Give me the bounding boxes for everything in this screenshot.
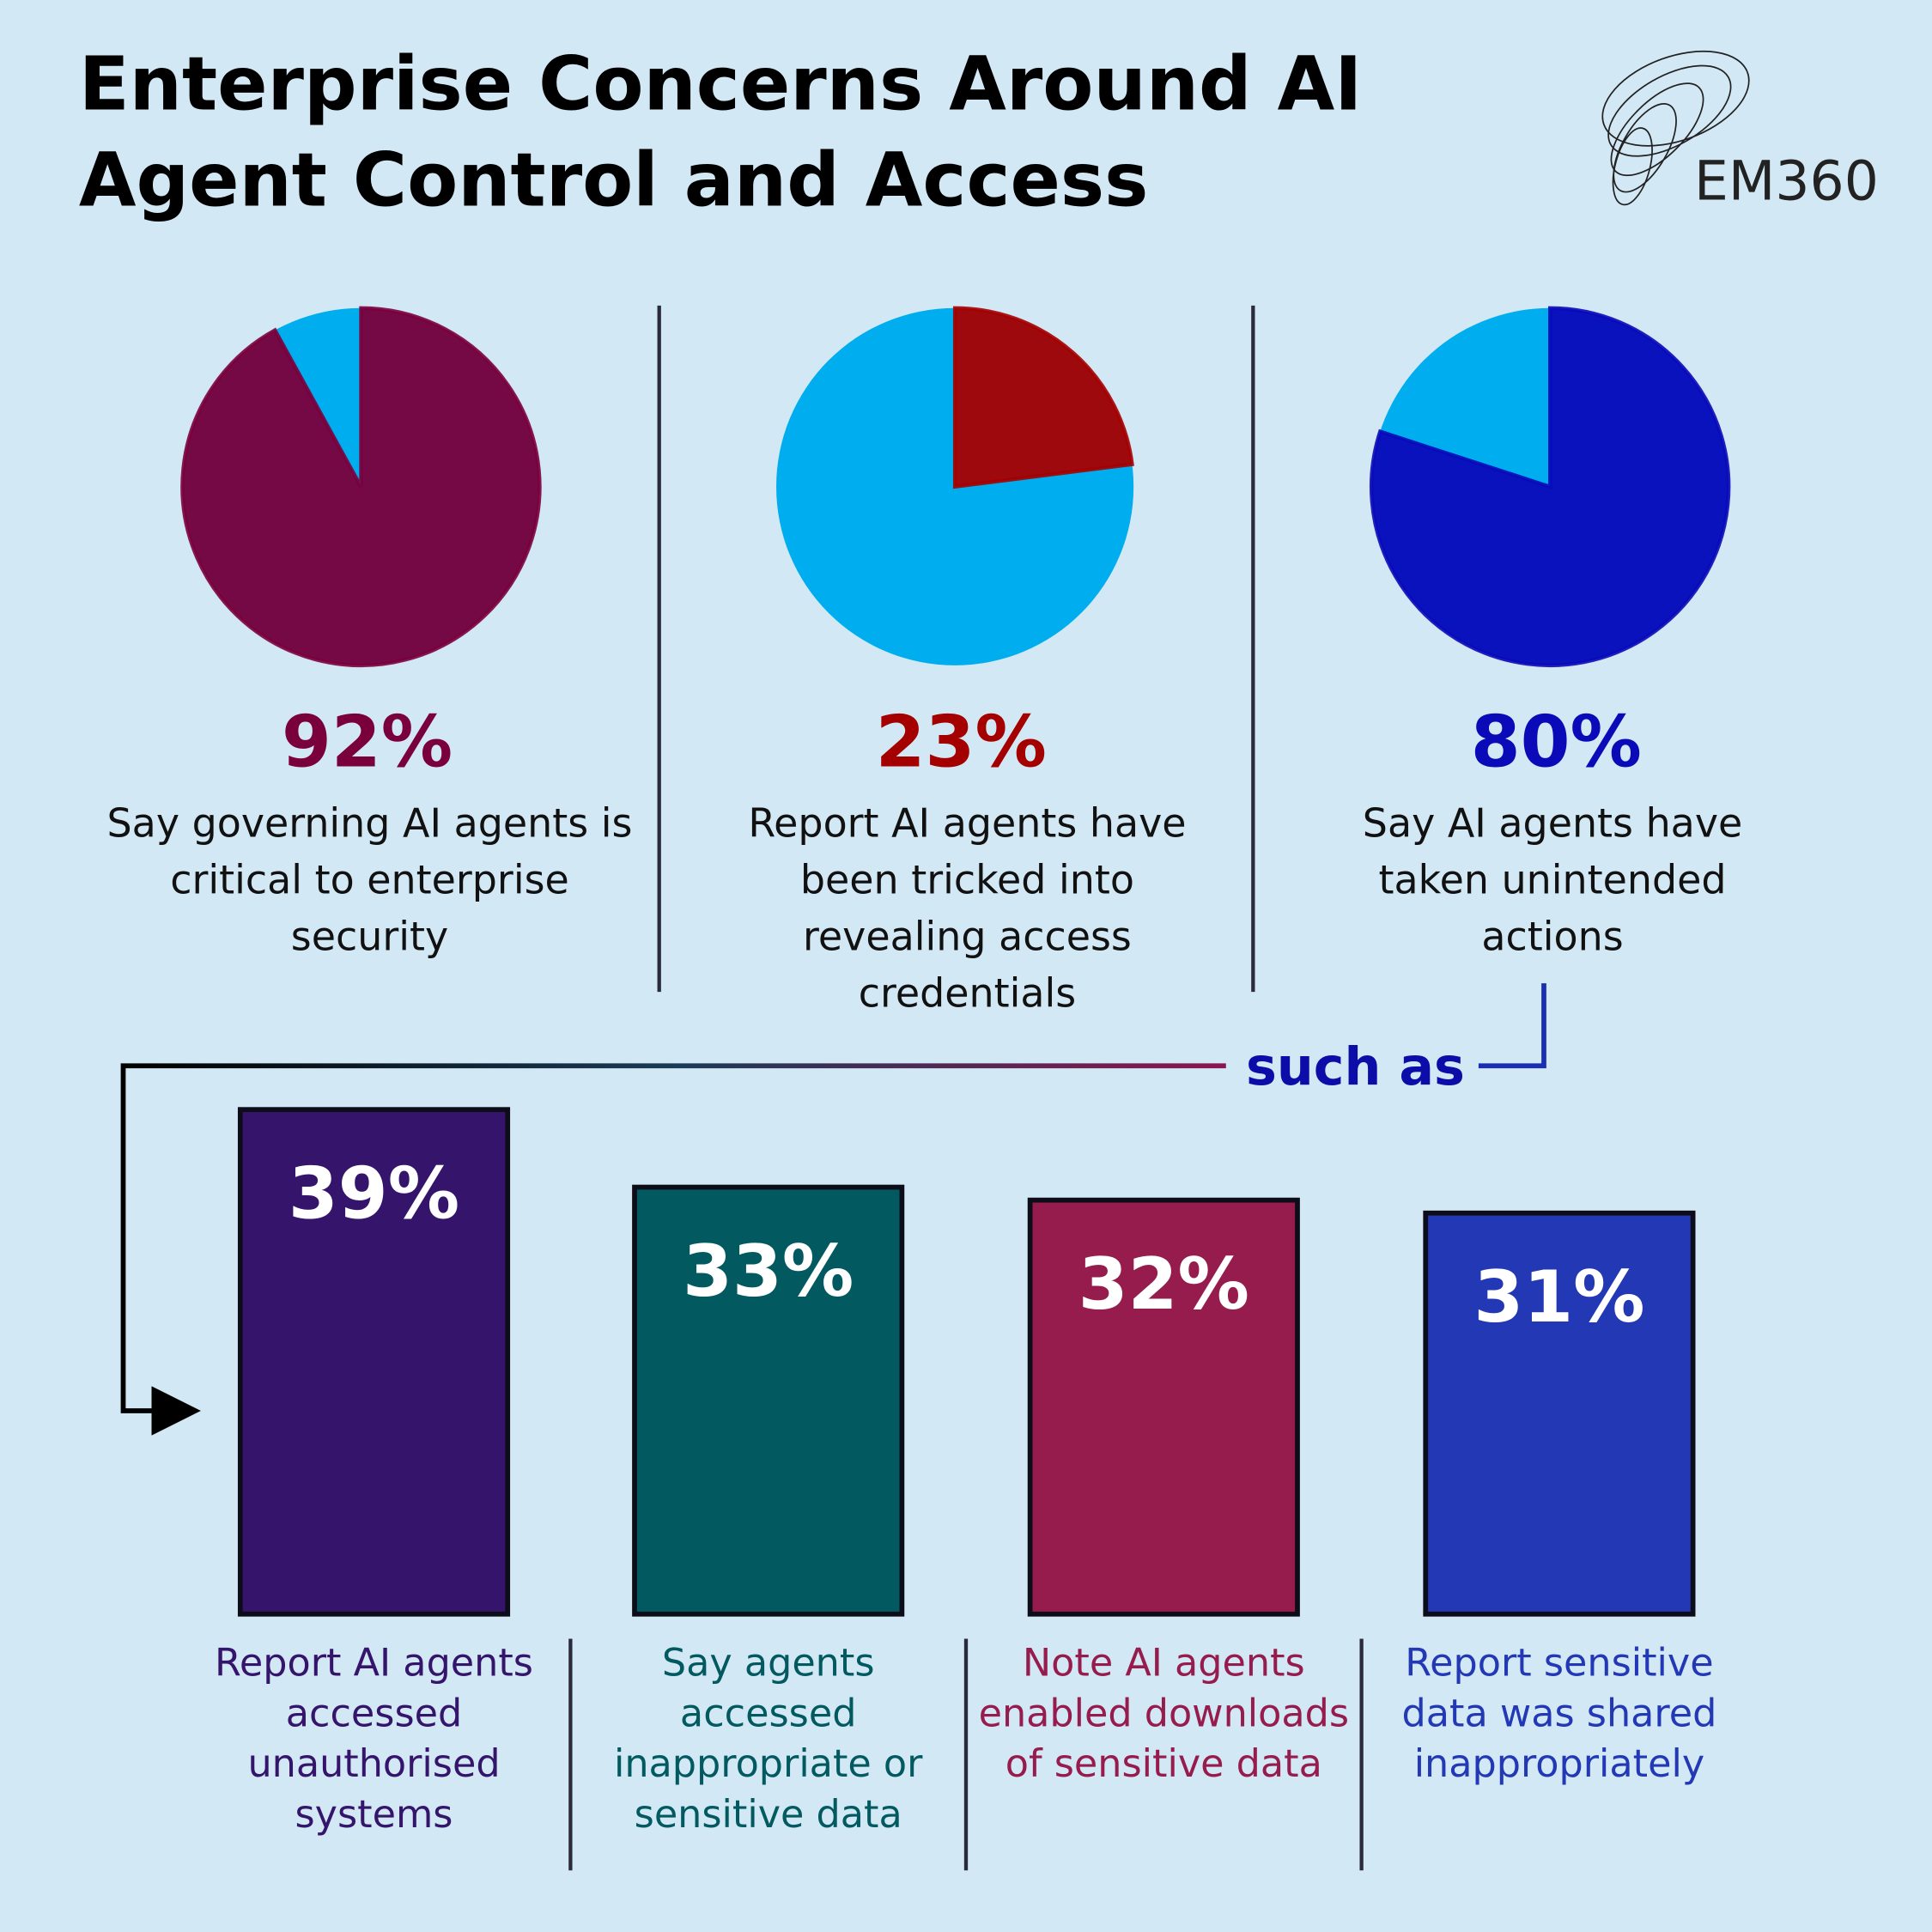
pie-slice — [180, 306, 542, 668]
caption-box: Report AI agents have been tricked into … — [748, 799, 1187, 1017]
annotation: such as — [1246, 1037, 1465, 1097]
value-label: 92% — [282, 701, 453, 784]
connector — [1478, 983, 1546, 1069]
logo-text: EM360 — [1694, 149, 1879, 212]
caption: Report AI agents accessed unauthorised s… — [215, 1641, 533, 1838]
pie-slice — [1370, 306, 1731, 668]
caption-box: Report AI agents accessed unauthorised s… — [215, 1641, 533, 1838]
bar — [632, 1184, 905, 1617]
title-box: Enterprise Concerns Around AI Agent Cont… — [78, 41, 1363, 225]
caption-box: Say agents accessed inappropriate or sen… — [613, 1641, 923, 1838]
caption: Say governing AI agents is critical to e… — [106, 799, 633, 960]
caption-box: Report sensitive data was shared inappro… — [1401, 1641, 1717, 1787]
value-label: 32% — [1078, 1242, 1249, 1326]
title: Enterprise Concerns Around AI Agent Cont… — [78, 41, 1363, 225]
caption-box: Say governing AI agents is critical to e… — [106, 799, 633, 960]
bar — [1027, 1197, 1300, 1617]
bar — [1423, 1210, 1696, 1617]
connector — [120, 1063, 1226, 1436]
value-label: 33% — [683, 1230, 854, 1313]
caption-box: Note AI agents enabled downloads of sens… — [978, 1641, 1350, 1787]
value-label: 31% — [1473, 1255, 1644, 1339]
value-label: 80% — [1471, 701, 1642, 784]
bar — [237, 1107, 511, 1617]
pie-slice — [952, 306, 1134, 489]
caption: Report sensitive data was shared inappro… — [1401, 1641, 1717, 1787]
caption: Note AI agents enabled downloads of sens… — [978, 1641, 1350, 1787]
value-label: 39% — [289, 1151, 459, 1235]
value-label: 23% — [876, 701, 1047, 784]
caption-box: Say AI agents have taken unintended acti… — [1362, 799, 1743, 960]
caption: Say AI agents have taken unintended acti… — [1362, 799, 1743, 960]
logo: EM360 — [1601, 50, 1879, 212]
caption: Say agents accessed inappropriate or sen… — [613, 1641, 923, 1838]
caption: Report AI agents have been tricked into … — [748, 799, 1187, 1017]
